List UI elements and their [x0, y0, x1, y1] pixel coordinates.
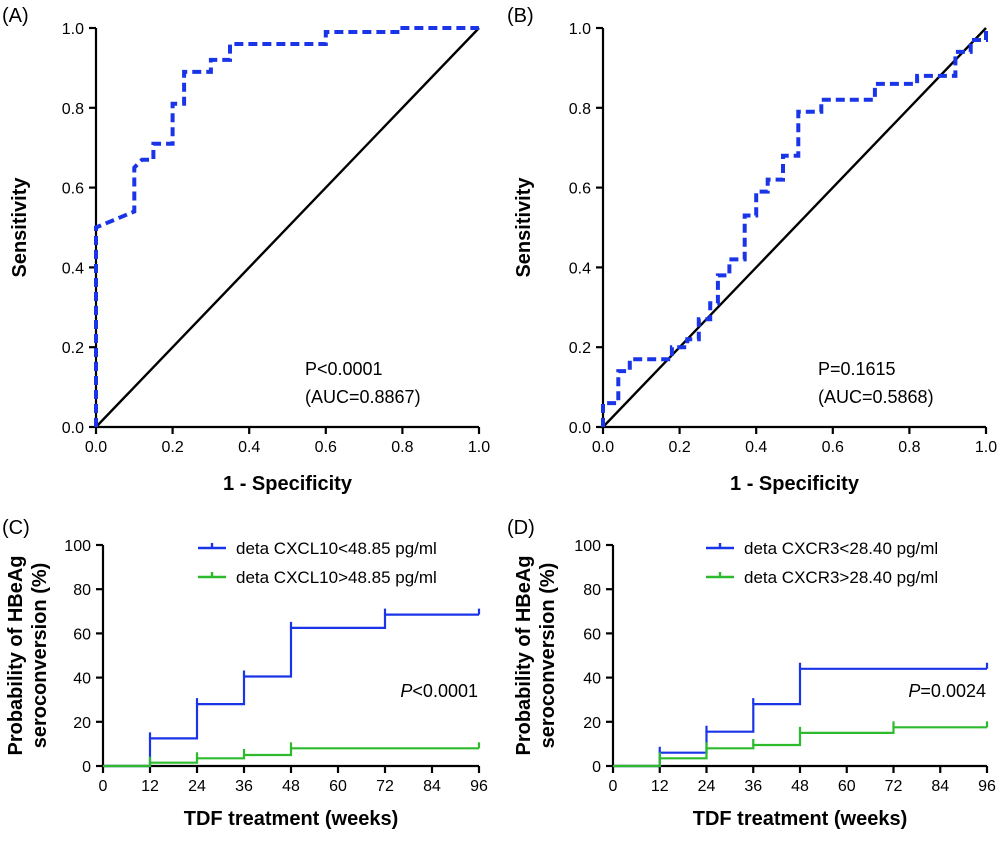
x-tick-label: 36: [744, 778, 762, 795]
y-tick-label: 100: [574, 538, 601, 555]
annotation-text: P=0.1615: [818, 359, 896, 379]
y-axis-label: Sensitivity: [9, 177, 31, 278]
y-tick-label: 0.6: [62, 181, 84, 198]
x-tick-label: 0.0: [592, 439, 614, 456]
panel-label: (D): [507, 517, 535, 539]
x-tick-label: 0.2: [668, 439, 690, 456]
x-axis-label: TDF treatment (weeks): [184, 808, 399, 830]
y-tick-label: 0.2: [62, 340, 84, 357]
x-tick-label: 48: [282, 778, 300, 795]
x-tick-label: 60: [329, 778, 347, 795]
x-tick-label: 0.4: [238, 439, 260, 456]
x-tick-label: 24: [188, 778, 206, 795]
x-tick-label: 72: [376, 778, 394, 795]
y-axis-label: Sensitivity: [513, 177, 535, 278]
series-line-2: [103, 747, 479, 768]
annotation-text: P<0.0001: [400, 681, 478, 701]
y-tick-label: 60: [583, 626, 601, 643]
y-tick-label: 80: [583, 582, 601, 599]
y-tick-label: 40: [583, 671, 601, 688]
roc-curve: [94, 26, 479, 427]
x-tick-label: 12: [651, 778, 669, 795]
y-axis-label: seroconversion (%): [29, 563, 51, 749]
panel-label: (B): [507, 5, 534, 27]
y-axis-label: Probability of HBeAg: [513, 555, 535, 755]
y-tick-label: 1.0: [62, 21, 84, 38]
x-axis-label: 1 - Specificity: [223, 473, 353, 495]
x-tick-label: 0.8: [391, 439, 413, 456]
x-tick-label: 0: [99, 778, 108, 795]
y-axis-label: seroconversion (%): [537, 563, 559, 749]
y-tick-label: 20: [583, 715, 601, 732]
reference-line: [602, 27, 987, 428]
chart-panel-3: (C) 0 12 24 36 48 60 72 84 96 0 20 40 60 80 100 TDF trea…: [2, 517, 488, 830]
y-tick-label: 0.8: [62, 101, 84, 118]
legend-label: deta CXCL10<48.85 pg/ml: [236, 539, 437, 558]
x-tick-label: 1.0: [468, 439, 490, 456]
panel-label: (C): [2, 517, 30, 539]
x-tick-label: 96: [978, 778, 996, 795]
y-tick-label: 0: [82, 759, 91, 776]
x-axis-label: 1 - Specificity: [730, 473, 860, 495]
y-tick-label: 60: [73, 626, 91, 643]
annotation-text: P<0.0001: [305, 359, 383, 379]
y-tick-label: 0.8: [569, 101, 591, 118]
y-tick-label: 1.0: [569, 21, 591, 38]
x-tick-label: 12: [141, 778, 159, 795]
y-tick-label: 0.4: [62, 260, 84, 277]
x-tick-label: 0.0: [85, 439, 107, 456]
x-tick-label: 24: [698, 778, 716, 795]
x-tick-label: 0.6: [315, 439, 337, 456]
x-tick-label: 84: [931, 778, 949, 795]
x-tick-label: 84: [423, 778, 441, 795]
y-tick-label: 0.2: [569, 340, 591, 357]
y-tick-label: 40: [73, 671, 91, 688]
x-tick-label: 1.0: [975, 439, 997, 456]
x-tick-label: 0.8: [898, 439, 920, 456]
chart-panel-2: (B) 0.0 0.2 0.4 0.6 0.8 1.0 0.0 0.2 0.4 0.6 0.8 1.0 1…: [507, 5, 997, 495]
annotation-text: (AUC=0.5868): [818, 387, 934, 407]
y-tick-label: 100: [64, 538, 91, 555]
legend-label: deta CXCR3>28.40 pg/ml: [744, 568, 938, 587]
x-tick-label: 0.2: [161, 439, 183, 456]
y-tick-label: 0.6: [569, 181, 591, 198]
x-tick-label: 0.4: [745, 439, 767, 456]
chart-panel-1: (A) 0.0 0.2 0.4 0.6 0.8 1.0 0.0 0.2 0.4 0.6 0.8 1.0 1…: [2, 5, 490, 495]
x-tick-label: 48: [791, 778, 809, 795]
x-tick-label: 0.6: [822, 439, 844, 456]
roc-curve: [601, 28, 988, 427]
series-line-1: [103, 613, 479, 768]
y-tick-label: 0: [592, 759, 601, 776]
legend-label: deta CXCL10>48.85 pg/ml: [236, 568, 437, 587]
y-tick-label: 20: [73, 715, 91, 732]
annotation-text: (AUC=0.8867): [305, 387, 421, 407]
annotation-text: P=0.0024: [908, 681, 986, 701]
y-tick-label: 0.4: [569, 260, 591, 277]
y-axis-label: Probability of HBeAg: [5, 555, 27, 755]
x-tick-label: 0: [609, 778, 618, 795]
panel-label: (A): [2, 5, 29, 27]
legend-label: deta CXCR3<28.40 pg/ml: [744, 539, 938, 558]
y-tick-label: 0.0: [569, 420, 591, 437]
x-axis-label: TDF treatment (weeks): [693, 808, 908, 830]
x-tick-label: 96: [470, 778, 488, 795]
x-tick-label: 60: [838, 778, 856, 795]
x-tick-label: 36: [235, 778, 253, 795]
y-tick-label: 80: [73, 582, 91, 599]
reference-line: [95, 27, 480, 428]
chart-panel-4: (D) 0 12 24 36 48 60 72 84 96 0 20 40 60 80 100 TDF trea…: [507, 517, 996, 830]
x-tick-label: 72: [885, 778, 903, 795]
y-tick-label: 0.0: [62, 420, 84, 437]
series-line-2: [613, 726, 987, 768]
